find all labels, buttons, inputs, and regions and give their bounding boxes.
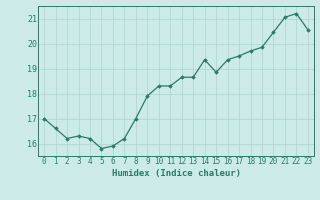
X-axis label: Humidex (Indice chaleur): Humidex (Indice chaleur) bbox=[111, 169, 241, 178]
